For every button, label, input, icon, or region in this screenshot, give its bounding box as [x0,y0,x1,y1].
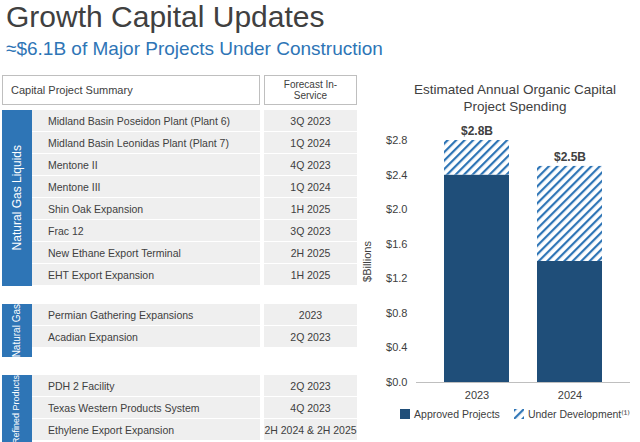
html-text:3Q 2023: 3Q 2023 [290,224,331,237]
svg-text:$2.0: $2.0 [386,203,407,215]
html-text:4Q 2023: 4Q 2023 [290,401,331,414]
html-text:Under Development⁽¹⁾: Under Development⁽¹⁾ [527,407,630,420]
html-text:Midland Basin Leonidas Plant (: Midland Basin Leonidas Plant (Plant 7) [48,136,229,149]
html-text:Approved Projects: Approved Projects [414,407,500,420]
svg-text:$0.8: $0.8 [386,307,407,319]
html-text:2Q 2023: 2Q 2023 [290,330,331,343]
html-text:Natural Gas: Natural Gas [10,304,22,358]
svg-text:2024: 2024 [558,389,582,401]
html-text:Ethylene Export Expansion: Ethylene Export Expansion [48,423,175,436]
html-text:Mentone II: Mentone II [48,158,98,171]
html-text:Permian Gathering Expansions: Permian Gathering Expansions [48,308,194,321]
html-text:Forecast In-Service: Forecast In-Service [283,78,338,101]
html-text:Estimated Annual Organic Capit: Estimated Annual Organic Capital Project… [414,82,616,114]
html-text:2023: 2023 [298,308,323,321]
html-text:2H 2025: 2H 2025 [290,246,331,259]
html-text:Midland Basin Poseidon Plant (: Midland Basin Poseidon Plant (Plant 6) [48,114,231,127]
svg-text:$2.8B: $2.8B [461,124,493,138]
html-text:EHT Export Expansion: EHT Export Expansion [48,268,154,281]
html-text:Growth Capital Updates: Growth Capital Updates [6,0,325,33]
html-text:Mentone III: Mentone III [48,180,101,193]
svg-text:$1.2: $1.2 [386,272,407,284]
html-text:Frac 12: Frac 12 [48,224,84,237]
html-text:Acadian Expansion: Acadian Expansion [48,330,138,343]
svg-text:2023: 2023 [465,389,489,401]
html-text:Texas Western Products System: Texas Western Products System [48,401,200,414]
svg-text:$0.0: $0.0 [386,376,407,388]
html-text:1H 2025: 1H 2025 [290,202,331,215]
html-text:Capital Project Summary: Capital Project Summary [11,84,133,96]
svg-text:$Billions: $Billions [361,240,373,281]
html-text:2H 2024 & 2H 2025: 2H 2024 & 2H 2025 [264,423,357,436]
html-text:≈$6.1B of Major Projects Under: ≈$6.1B of Major Projects Under Construct… [6,38,383,59]
html-text:3Q 2023: 3Q 2023 [290,114,331,127]
svg-text:$2.8: $2.8 [386,134,407,146]
svg-text:$1.6: $1.6 [386,237,407,249]
html-text:1H 2025: 1H 2025 [290,268,331,281]
html-text:1Q 2024: 1Q 2024 [290,136,331,149]
svg-text:$2.4: $2.4 [386,168,407,180]
html-text:1Q 2024: 1Q 2024 [290,180,331,193]
svg-text:$2.5B: $2.5B [554,150,586,164]
html-text:4Q 2023: 4Q 2023 [290,158,331,171]
html-text:2Q 2023: 2Q 2023 [290,379,331,392]
html-text:New Ethane Export Terminal: New Ethane Export Terminal [48,246,181,259]
html-text:PDH 2 Facility: PDH 2 Facility [48,379,115,392]
html-text:Shin Oak Expansion: Shin Oak Expansion [48,202,144,215]
svg-text:$0.4: $0.4 [386,341,407,353]
html-text:Natural Gas Liquids: Natural Gas Liquids [9,145,24,251]
